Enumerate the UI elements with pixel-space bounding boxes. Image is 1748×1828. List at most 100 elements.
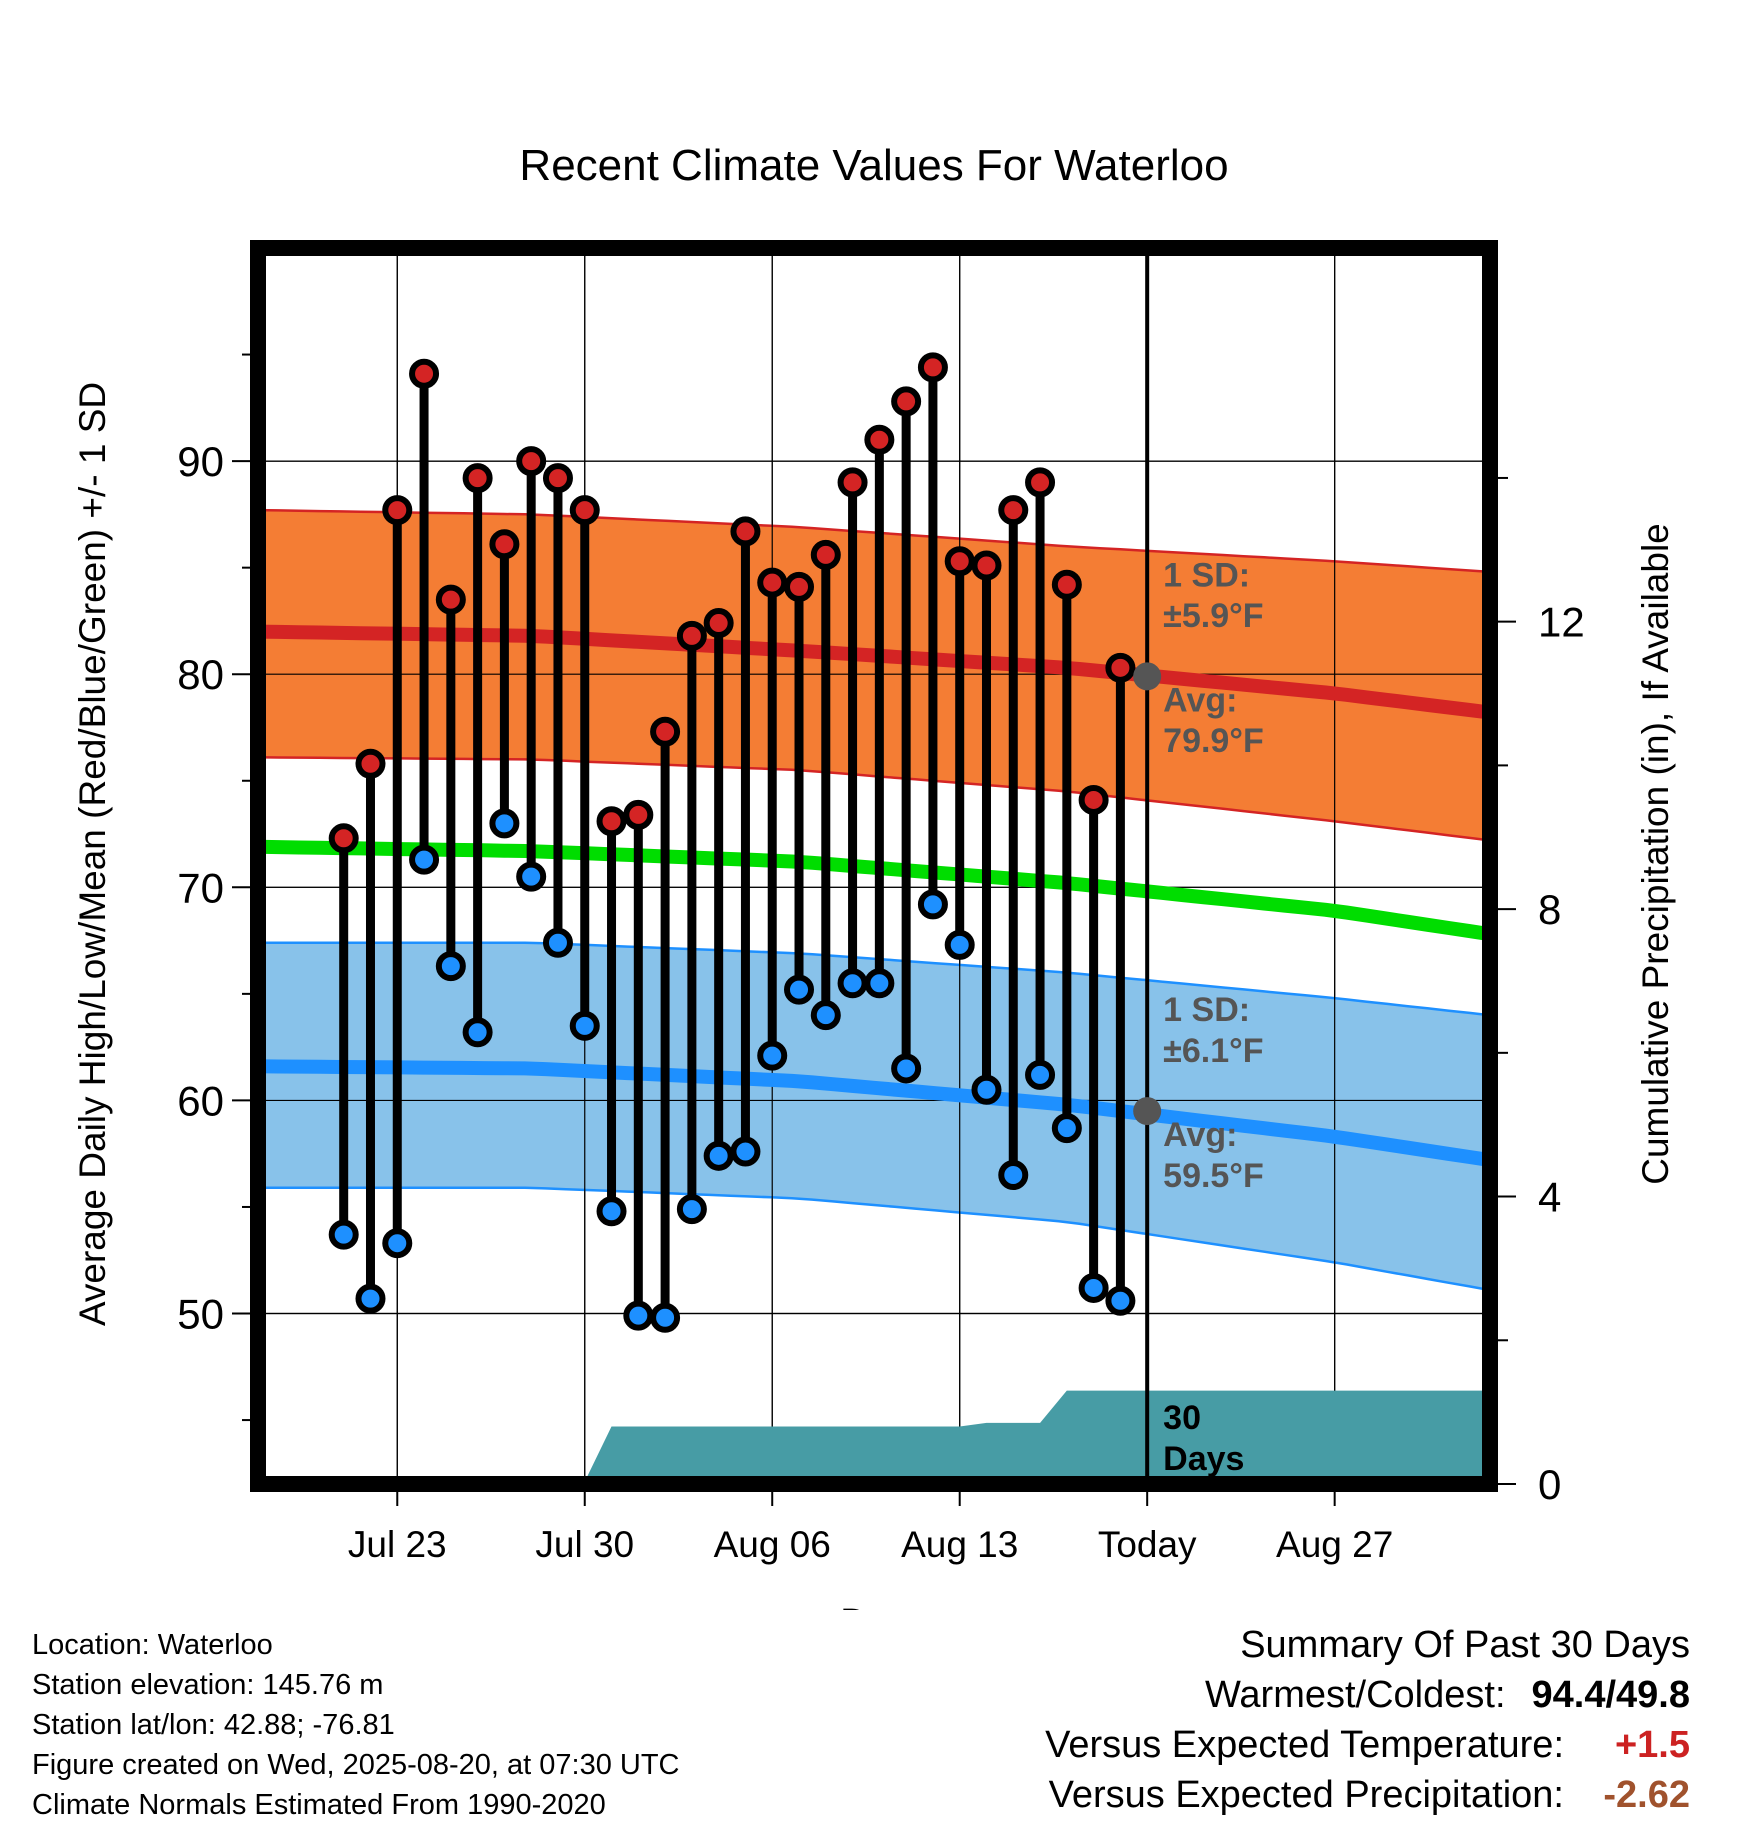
precip-area	[258, 1390, 1490, 1484]
daily-low-point	[328, 1219, 359, 1250]
daily-high-point	[676, 620, 707, 651]
y-tick-label: 50	[177, 1291, 224, 1338]
daily-high-point	[382, 495, 413, 526]
y2-axis-label: Cumulative Precipitation (in), If Availa…	[1635, 523, 1676, 1185]
high-sd-band	[258, 510, 1490, 841]
daily-low-point	[1051, 1113, 1082, 1144]
daily-high-point	[784, 571, 815, 602]
y-tick-label: 60	[177, 1077, 224, 1124]
chart-title: Recent Climate Values For Waterloo	[519, 141, 1228, 190]
daily-high-point	[944, 546, 975, 577]
location-info: Location: Waterloo Station elevation: 14…	[32, 1625, 680, 1825]
daily-low-point	[837, 968, 868, 999]
days-annotation: 30 Days	[1163, 1399, 1244, 1478]
daily-low-point	[676, 1194, 707, 1225]
summary-title: Summary Of Past 30 Days	[1240, 1624, 1690, 1666]
created-line: Figure created on Wed, 2025-08-20, at 07…	[32, 1749, 680, 1781]
avg-low-line	[258, 1059, 1490, 1168]
daily-high-point	[328, 823, 359, 854]
x-tick-label: Aug 27	[1276, 1524, 1393, 1565]
avg-high-line	[258, 624, 1490, 720]
today-low-avg-marker	[1133, 1097, 1162, 1126]
today-high-avg-marker	[1133, 662, 1162, 691]
daily-low-point	[757, 1040, 788, 1071]
daily-low-point	[542, 927, 573, 958]
daily-high-point	[1105, 652, 1136, 683]
daily-low-point	[891, 1053, 922, 1084]
daily-high-point	[837, 467, 868, 498]
summary-warm-cold-row: Warmest/Coldest: 94.4/49.8	[1045, 1670, 1690, 1720]
daily-low-point	[569, 1010, 600, 1041]
warm-cold-value: 94.4/49.8	[1531, 1674, 1690, 1716]
daily-high-point	[409, 358, 440, 389]
daily-low-point	[810, 1000, 841, 1031]
summary-temp-row: Versus Expected Temperature: +1.5	[1045, 1720, 1690, 1770]
daily-high-point	[623, 799, 654, 830]
daily-low-point	[998, 1160, 1029, 1190]
low-sd-annotation: 1 SD: ±6.1°F	[1163, 991, 1263, 1070]
y-tick-label: 90	[177, 438, 224, 485]
y-tick-label: 70	[177, 864, 224, 911]
daily-low-point	[703, 1140, 734, 1171]
elevation-line: Station elevation: 145.76 m	[32, 1669, 384, 1701]
daily-high-point	[757, 567, 788, 598]
location-line: Location: Waterloo	[32, 1629, 273, 1661]
daily-high-point	[569, 495, 600, 526]
daily-high-point	[650, 716, 681, 747]
x-tick-label: Jul 23	[348, 1524, 447, 1565]
daily-low-point	[516, 861, 547, 892]
climate-chart: Recent Climate Values For Waterloo Day A…	[72, 141, 1676, 1610]
normals-line: Climate Normals Estimated From 1990-2020	[32, 1789, 606, 1821]
avg-mean-line	[258, 839, 1490, 942]
daily-high-point	[1025, 467, 1056, 498]
low-sd-band	[258, 942, 1490, 1291]
daily-high-point	[1051, 569, 1082, 600]
daily-low-point	[650, 1302, 681, 1333]
daily-high-point	[462, 463, 493, 494]
daily-low-point	[784, 974, 815, 1005]
x-tick-label: Today	[1098, 1524, 1197, 1565]
x-tick-label: Aug 06	[714, 1524, 831, 1565]
summary-panel: Summary Of Past 30 Days Warmest/Coldest:…	[1045, 1620, 1690, 1820]
daily-low-point	[409, 844, 440, 875]
daily-high-point	[596, 806, 627, 837]
y-tick-label: 80	[177, 651, 224, 698]
high-avg-annotation: Avg: 79.9°F	[1163, 681, 1264, 760]
warm-cold-label: Warmest/Coldest:	[1204, 1674, 1506, 1716]
daily-low-point	[623, 1300, 654, 1331]
precip-label: Versus Expected Precipitation:	[1048, 1774, 1564, 1816]
x-axis-label: Day	[840, 1602, 908, 1610]
plot-inner	[258, 248, 1490, 1484]
latlon-line: Station lat/lon: 42.88; -76.81	[32, 1709, 395, 1741]
daily-low-point	[462, 1017, 493, 1048]
daily-high-point	[917, 352, 948, 383]
plot-area: 1 SD: ±5.9°F Avg: 79.9°F 1 SD: ±6.1°F Avg: 59.5…	[177, 240, 1585, 1565]
daily-low-point	[1025, 1059, 1056, 1090]
low-avg-annotation: Avg: 59.5°F	[1163, 1116, 1264, 1195]
daily-high-point	[998, 495, 1029, 526]
daily-low-point	[917, 889, 948, 920]
daily-low-point	[489, 808, 520, 839]
daily-high-point	[435, 584, 466, 615]
daily-high-point	[703, 608, 734, 639]
daily-low-point	[1078, 1272, 1109, 1303]
daily-high-point	[891, 386, 922, 417]
y-axis-label: Average Daily High/Low/Mean (Red/Blue/Gr…	[72, 382, 113, 1326]
high-sd-annotation: 1 SD: ±5.9°F	[1163, 556, 1263, 635]
y2-tick-label: 8	[1538, 886, 1561, 933]
daily-low-point	[355, 1283, 386, 1314]
x-tick-label: Jul 30	[535, 1524, 634, 1565]
daily-high-point	[489, 529, 520, 560]
sd-boundary-line	[258, 508, 1490, 574]
y2-tick-label: 12	[1538, 599, 1585, 646]
daily-high-point	[542, 463, 573, 494]
daily-low-point	[382, 1228, 413, 1259]
temp-value: +1.5	[1614, 1724, 1690, 1766]
sd-boundary-line	[258, 1186, 1490, 1292]
daily-high-point	[864, 424, 895, 455]
daily-high-point	[971, 550, 1002, 581]
plot-frame	[250, 240, 1498, 1492]
sd-boundary-line	[258, 756, 1490, 842]
temp-label: Versus Expected Temperature:	[1045, 1724, 1564, 1766]
daily-low-point	[944, 929, 975, 960]
